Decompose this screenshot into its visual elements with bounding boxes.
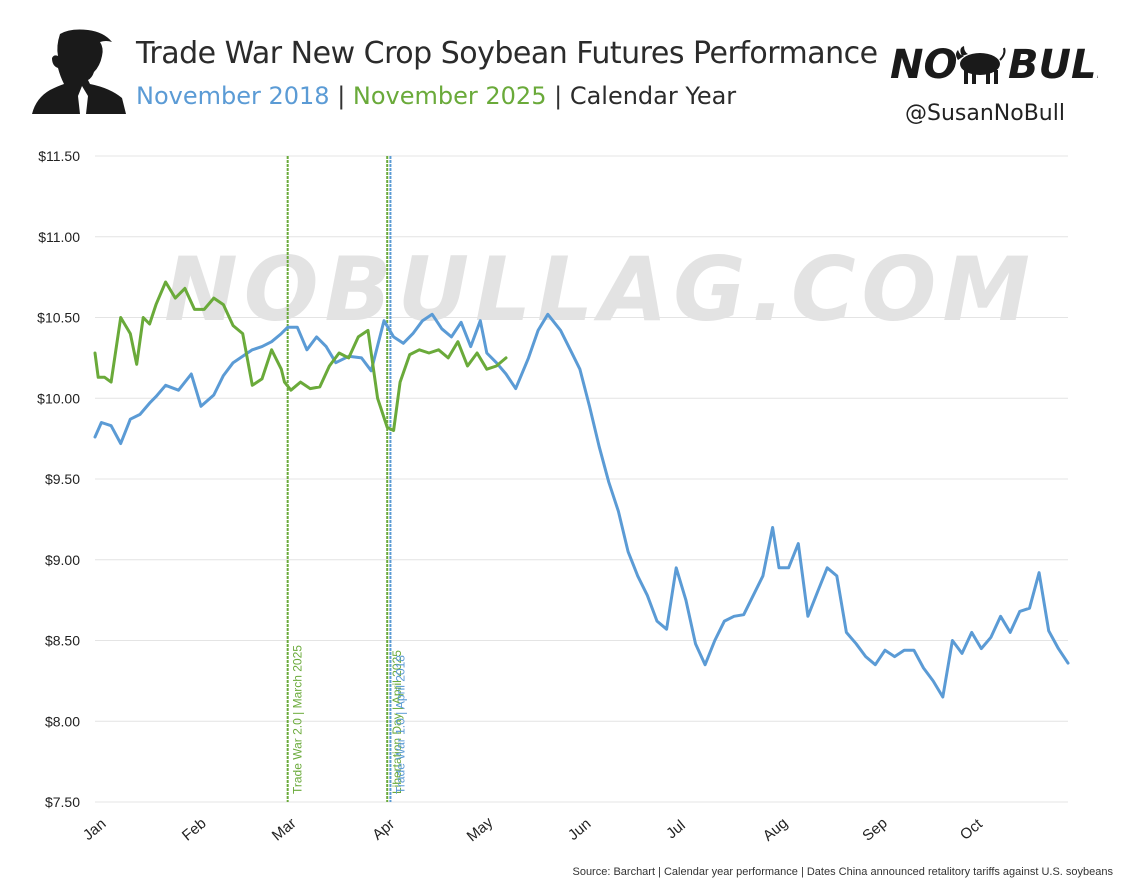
chart-header: Trade War New Crop Soybean Futures Perfo… <box>0 0 1127 130</box>
x-tick-label: Jun <box>565 815 594 844</box>
grid-lines <box>95 155 1068 803</box>
y-tick-label: $11.50 <box>38 148 80 164</box>
subtitle-separator: | <box>329 82 353 110</box>
x-tick-label: Mar <box>269 815 300 845</box>
x-tick-label: Sep <box>859 815 890 845</box>
line-chart: NOBULLAG.COM $7.50 $8.00 $8.50 $9.00 $9.50 $1… <box>37 148 1070 846</box>
subtitle-2018: November 2018 <box>136 82 330 110</box>
x-tick-label: Aug <box>760 815 791 845</box>
x-tick-label: Feb <box>179 815 210 845</box>
x-axis: Jan Feb Mar Apr May Jun Jul Aug Sep Oct <box>80 814 986 846</box>
x-tick-label: Oct <box>957 815 986 844</box>
subtitle-calendar-year: Calendar Year <box>569 82 737 110</box>
trump-silhouette-icon <box>32 29 126 114</box>
logo-text-bull: BULL <box>1008 42 1098 88</box>
y-tick-label: $8.00 <box>45 713 80 729</box>
annotations: Trade War 2.0 | March 2025 Libertation Da… <box>286 156 407 802</box>
twitter-handle: @SusanNoBull <box>905 101 1065 126</box>
series-lines <box>93 280 1070 699</box>
series-line <box>93 312 1070 699</box>
chart-subtitle: November 2018 | November 2025 | Calendar… <box>136 82 736 110</box>
y-tick-label: $7.50 <box>45 794 80 810</box>
y-axis: $7.50 $8.00 $8.50 $9.00 $9.50 $10.00 $10.50 $11… <box>37 148 80 810</box>
annotation-label: Trade War 1.0 | April 2018 <box>393 655 407 794</box>
x-tick-label: Jul <box>663 817 689 842</box>
y-tick-label: $9.50 <box>45 471 80 487</box>
source-note: Source: Barchart | Calendar year perform… <box>572 866 1113 878</box>
logo-text-no: NO <box>890 42 957 88</box>
subtitle-separator: | <box>546 82 570 110</box>
annotation-label: Trade War 2.0 | March 2025 <box>291 645 305 794</box>
nobull-logo: NO BULL <box>890 42 1098 88</box>
series-line <box>93 280 508 432</box>
subtitle-2025: November 2025 <box>352 82 547 110</box>
y-tick-label: $11.00 <box>38 229 80 245</box>
watermark-text: NOBULLAG.COM <box>164 238 1036 341</box>
annotation-label: Libertation Day | April 2025 <box>390 650 404 794</box>
x-tick-label: May <box>464 814 497 846</box>
x-tick-label: Apr <box>369 816 398 844</box>
y-tick-label: $10.50 <box>37 310 80 326</box>
y-tick-label: $9.00 <box>45 552 80 568</box>
x-tick-label: Jan <box>80 815 109 844</box>
chart-title: Trade War New Crop Soybean Futures Perfo… <box>136 36 878 71</box>
y-tick-label: $10.00 <box>37 390 80 406</box>
y-tick-label: $8.50 <box>45 633 80 649</box>
bull-icon <box>956 46 1006 84</box>
